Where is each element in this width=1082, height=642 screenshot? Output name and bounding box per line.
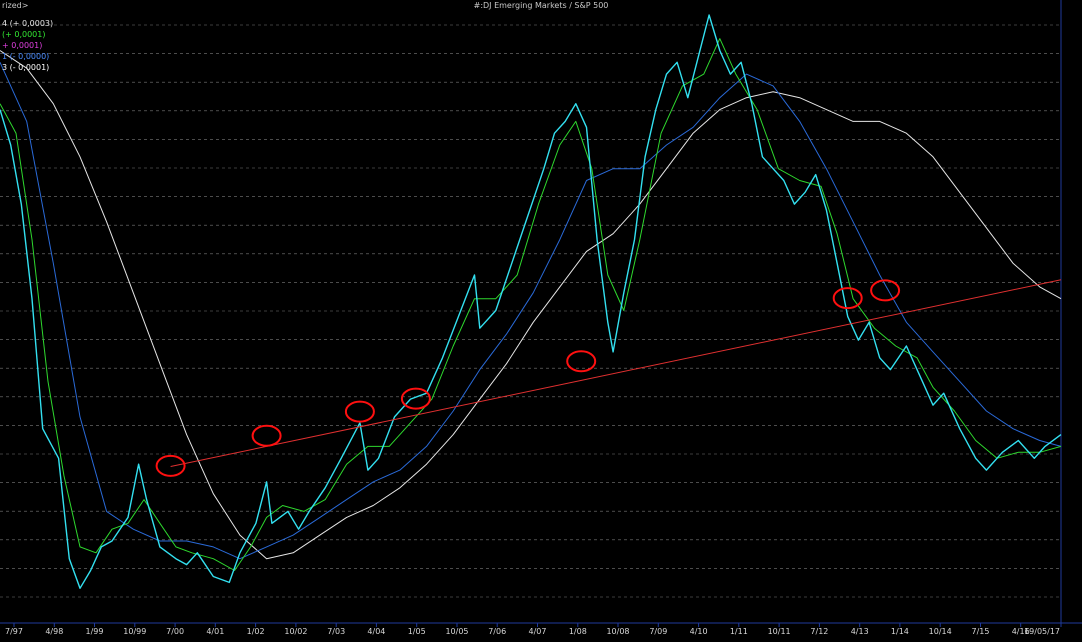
highlight-circle bbox=[870, 279, 901, 302]
highlight-circle bbox=[400, 387, 431, 410]
x-tick-label: 4/10 bbox=[690, 627, 708, 636]
x-tick-label: 7/09 bbox=[649, 627, 667, 636]
x-tick-label: 10/02 bbox=[284, 627, 307, 636]
x-tick-label: 7/03 bbox=[327, 627, 345, 636]
series-ma-medium bbox=[0, 62, 1062, 560]
x-tick-label: 1/02 bbox=[247, 627, 265, 636]
highlight-circles bbox=[155, 279, 901, 477]
series-ma-long bbox=[0, 50, 1062, 560]
x-tick-label: 19/05/17 bbox=[1024, 627, 1060, 636]
top-left-label: rized> bbox=[2, 1, 29, 10]
x-tick-label: 10/08 bbox=[606, 627, 629, 636]
x-tick-label: 4/01 bbox=[206, 627, 224, 636]
chart-title: #:DJ Emerging Markets / S&P 500 bbox=[473, 1, 609, 10]
x-tick-label: 1/14 bbox=[891, 627, 909, 636]
x-tick-label: 7/12 bbox=[810, 627, 828, 636]
x-axis-ticks: 7/97 4/98 1/99 10/99 7/00 4/01 1/02 10/02 7/03 4/… bbox=[5, 623, 1062, 636]
series-group bbox=[0, 14, 1062, 589]
grid bbox=[0, 24, 1061, 598]
x-tick-label: 1/05 bbox=[408, 627, 426, 636]
legend-entry: + 0,0001) bbox=[2, 41, 43, 50]
highlight-circle bbox=[566, 350, 597, 373]
x-tick-label: 7/97 bbox=[5, 627, 23, 636]
trendline bbox=[170, 279, 1062, 468]
trendline-group bbox=[170, 279, 1062, 468]
x-tick-label: 4/07 bbox=[529, 627, 547, 636]
x-tick-label: 4/13 bbox=[851, 627, 869, 636]
x-tick-label: 10/05 bbox=[445, 627, 468, 636]
x-tick-label: 10/11 bbox=[768, 627, 791, 636]
x-tick-label: 4/98 bbox=[45, 627, 63, 636]
highlight-circle bbox=[155, 454, 186, 477]
x-tick-label: 10/99 bbox=[123, 627, 146, 636]
highlight-circle bbox=[832, 287, 863, 310]
x-tick-label: 10/14 bbox=[929, 627, 952, 636]
x-tick-label: 4/16 bbox=[1012, 627, 1030, 636]
highlight-circle bbox=[251, 424, 282, 447]
legend-entry: 1 (- 0,0000) bbox=[2, 52, 50, 61]
legend-entry: (+ 0,0001) bbox=[2, 30, 46, 39]
x-tick-label: 7/00 bbox=[166, 627, 184, 636]
highlight-circle bbox=[344, 400, 375, 423]
x-tick-label: 1/99 bbox=[86, 627, 104, 636]
legend-entry: 3 (- 0,0001) bbox=[2, 63, 50, 72]
series-ma-short bbox=[0, 38, 1062, 571]
x-tick-label: 7/06 bbox=[488, 627, 506, 636]
x-tick-label: 7/15 bbox=[972, 627, 990, 636]
series-price bbox=[0, 14, 1062, 589]
x-tick-label: 1/08 bbox=[569, 627, 587, 636]
x-tick-label: 1/11 bbox=[730, 627, 748, 636]
x-tick-label: 4/04 bbox=[367, 627, 385, 636]
legend-entry: 4 (+ 0,0003) bbox=[2, 19, 54, 28]
